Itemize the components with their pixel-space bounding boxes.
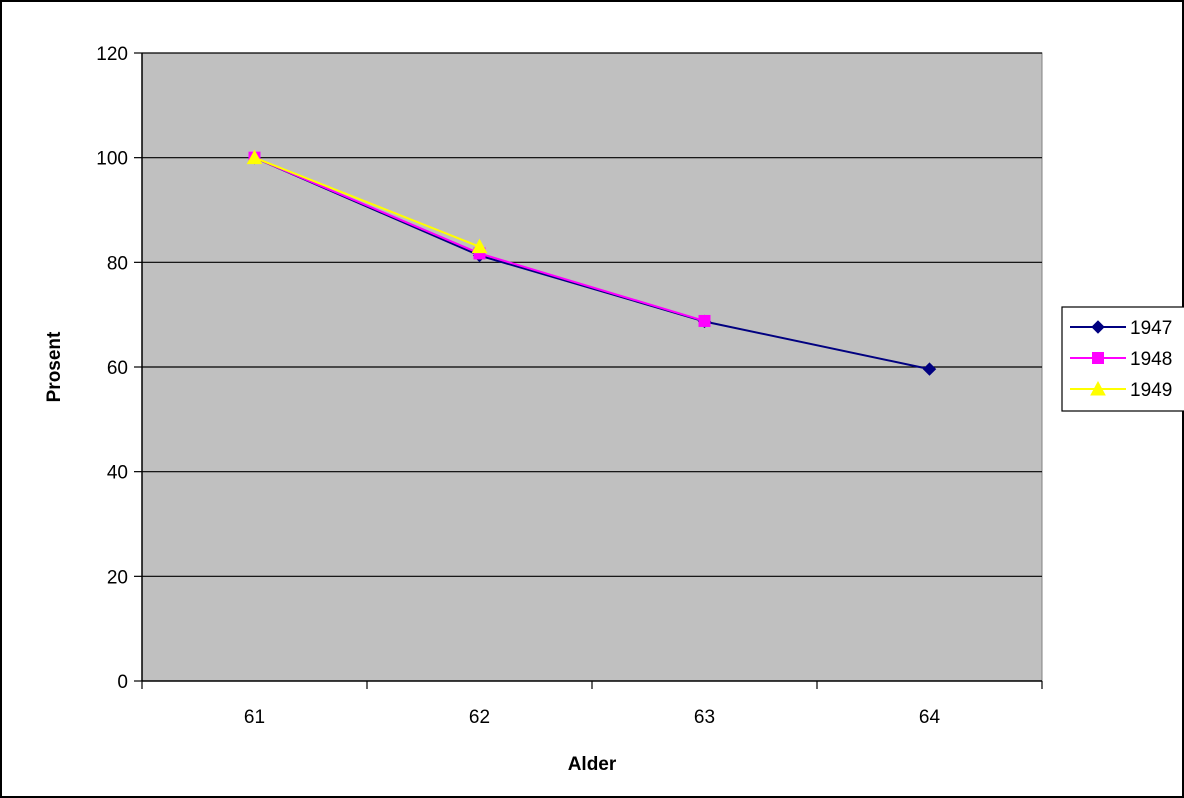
gridlines [142,52,1042,577]
series-1949 [246,149,488,254]
y-tick-label: 0 [117,672,128,693]
y-tick-label: 80 [107,253,128,274]
x-tick-label: 63 [694,707,715,728]
x-axis-ticks: 61 62 63 64 [141,681,1043,728]
series-line [254,156,480,248]
x-tick-label: 61 [244,707,265,728]
x-tick-label: 62 [469,707,490,728]
data-point [246,149,263,165]
legend-marker [1091,320,1105,334]
data-point [922,362,937,376]
legend-marker [1090,380,1106,396]
data-point [698,314,711,327]
legend-label: 1948 [1130,349,1172,370]
data-point [471,238,488,254]
legend-item-1948: 1948 [1070,349,1172,370]
y-tick-label: 100 [96,149,128,170]
x-axis-title: Alder [568,754,617,775]
y-axis-title: Prosent [44,331,65,402]
x-tick-label: 64 [919,707,941,728]
y-axis-ticks: 0 20 40 60 80 100 120 [96,44,142,693]
series-layer [246,149,937,376]
legend-item-1947: 1947 [1070,318,1172,339]
y-tick-label: 60 [107,358,128,379]
y-tick-label: 120 [96,44,128,65]
legend: 1947 1948 1949 [1061,306,1184,412]
legend-label: 1947 [1130,318,1172,339]
y-tick-label: 40 [107,463,128,484]
y-tick-label: 20 [107,567,128,588]
legend-label: 1949 [1130,380,1172,401]
legend-item-1949: 1949 [1070,380,1172,401]
legend-marker [1092,352,1104,364]
